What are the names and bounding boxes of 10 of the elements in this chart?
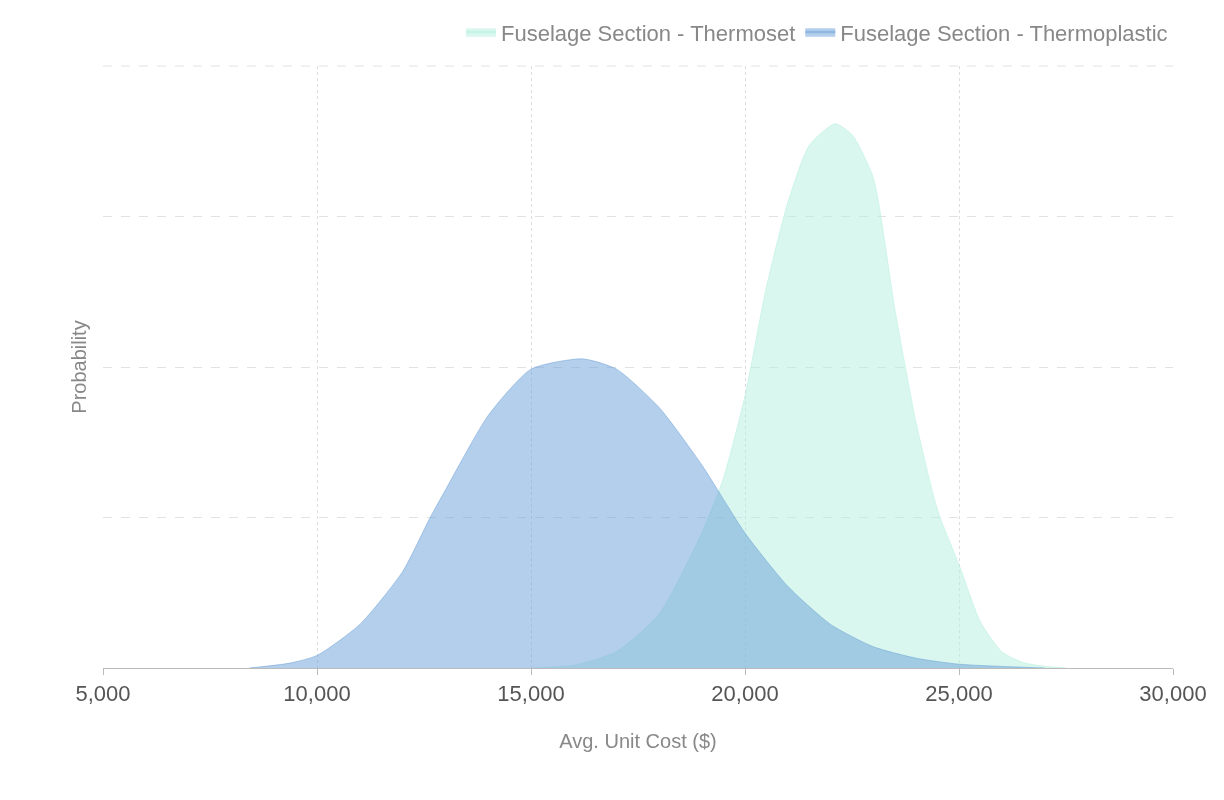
legend-label: Fuselage Section - Thermoplastic: [840, 21, 1168, 47]
x-axis-title: Avg. Unit Cost ($): [559, 729, 717, 752]
x-tick-label: 30,000: [1139, 681, 1207, 707]
x-tick-label: 15,000: [497, 681, 565, 707]
x-tick-label: 5,000: [75, 681, 131, 707]
legend-label: Fuselage Section - Thermoset: [501, 21, 796, 47]
x-tick-label: 20,000: [711, 681, 779, 707]
x-tick-label: 25,000: [925, 681, 993, 707]
x-tick-label: 10,000: [283, 681, 351, 707]
y-axis-title: Probability: [67, 320, 90, 414]
